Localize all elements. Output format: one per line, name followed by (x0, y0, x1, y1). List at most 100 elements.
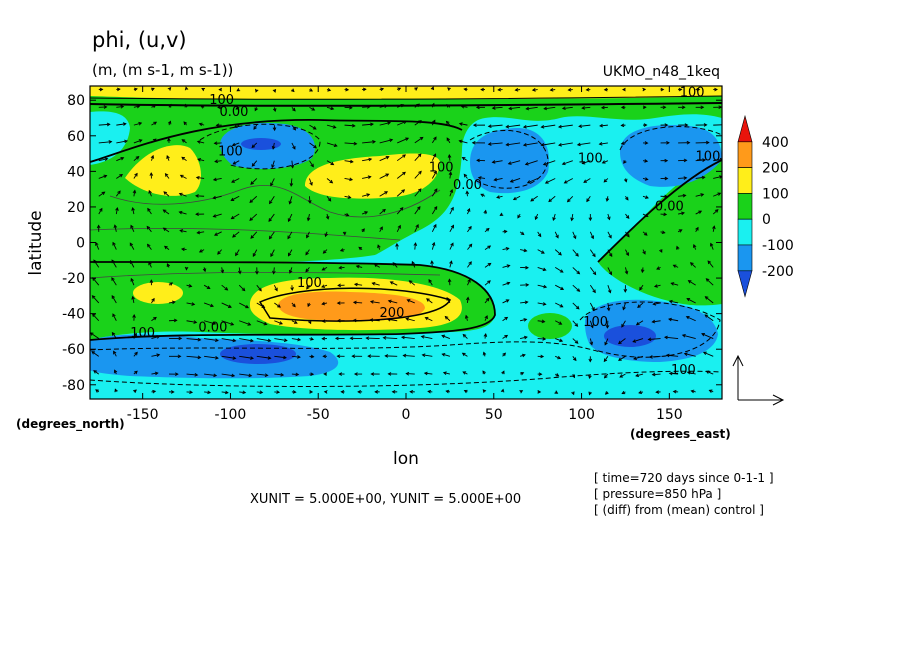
blob-yellow-sw (133, 282, 183, 304)
wind-vector-head (468, 225, 472, 230)
wind-vector (635, 373, 644, 377)
wind-vector (362, 106, 370, 108)
wind-vector-head (224, 286, 229, 291)
wind-vector (288, 249, 293, 256)
wind-vector (151, 138, 157, 144)
wind-vector-head (213, 373, 218, 378)
wind-vector-head (168, 103, 172, 108)
wind-vector-head (198, 122, 203, 127)
wind-vector-head (505, 124, 510, 129)
colorbar-segment (737, 114, 753, 143)
wind-vector-head (247, 322, 252, 326)
wind-vector (558, 142, 573, 146)
wind-vector-head (581, 161, 586, 165)
wind-vector-head (681, 211, 685, 216)
wind-vector (291, 338, 301, 341)
wind-vector-head (485, 297, 490, 302)
wind-vector (249, 195, 258, 203)
wind-vector (379, 139, 393, 144)
wind-vector-head (487, 124, 492, 128)
wind-vector-head (349, 177, 354, 182)
wind-vector-head (543, 106, 548, 111)
wind-vector (562, 106, 573, 109)
colorbar-segment (737, 218, 753, 246)
wind-vector-head (559, 269, 564, 273)
wind-vector (221, 373, 235, 377)
wind-vector-head (598, 141, 603, 146)
wind-vector-head (149, 279, 154, 284)
wind-vector (238, 267, 241, 274)
wind-vector-head (384, 191, 389, 195)
wind-vector-head (525, 106, 530, 111)
wind-vector-head (507, 161, 512, 165)
y-axis-title: latitude (26, 210, 46, 275)
y-tick-label: -80 (62, 378, 85, 394)
wind-vector (92, 295, 100, 304)
wind-vector-head (465, 296, 470, 301)
wind-vector (221, 284, 228, 291)
wind-vector-head (408, 280, 413, 284)
wind-vector-head (327, 88, 332, 92)
wind-vector (379, 191, 388, 197)
wind-vector-head (624, 270, 629, 275)
wind-vector-head (664, 176, 669, 181)
wind-vector-head (96, 224, 101, 229)
wind-vector-head (583, 179, 588, 183)
y-tick-label: 40 (67, 164, 85, 180)
wind-vector-head (541, 250, 545, 254)
wind-vector-head (719, 157, 722, 162)
wind-vector-head (449, 188, 454, 193)
wind-vector (397, 104, 404, 108)
wind-vector-head (129, 242, 134, 247)
wind-vector-head (250, 338, 254, 343)
wind-vector-head (552, 217, 556, 221)
wind-vector (572, 267, 580, 275)
wind-vector (431, 188, 438, 197)
wind-vector-head (555, 234, 559, 239)
wind-vector-head (133, 332, 137, 337)
vector-scale-text: XUNIT = 5.000E+00, YUNIT = 5.000E+00 (250, 492, 521, 507)
wind-vector-head (217, 251, 221, 255)
wind-vector-head (588, 391, 592, 396)
wind-vector-head (323, 372, 327, 376)
wind-vector-head (361, 228, 365, 233)
wind-vector-head (402, 154, 407, 158)
wind-vector (431, 206, 438, 215)
wind-vector-head (120, 104, 125, 109)
wind-vector-head (647, 337, 652, 342)
wind-vector (607, 267, 612, 275)
wind-vector-head (509, 179, 514, 183)
wind-vector (607, 285, 611, 293)
wind-vector-head (152, 138, 157, 143)
wind-vector-head (558, 321, 563, 325)
wind-vector-head (471, 141, 476, 145)
wind-vector-head (322, 354, 327, 359)
wind-vector-head (276, 390, 281, 394)
wind-vector-head (212, 321, 217, 325)
wind-vector-head (477, 176, 482, 180)
wind-vector-head (370, 372, 375, 376)
wind-vector (409, 280, 416, 286)
wind-vector-head (575, 253, 579, 257)
wind-vector-head (431, 241, 436, 246)
wind-vector-head (544, 180, 549, 184)
wind-vector-head (652, 302, 657, 306)
wind-vector-head (581, 106, 586, 110)
wind-vector-head (530, 198, 535, 202)
wind-vector-head (151, 297, 155, 302)
wind-vector-head (651, 319, 656, 324)
wind-vector (168, 301, 175, 304)
wind-vector-head (290, 164, 295, 169)
wind-vector (256, 284, 262, 292)
x-unit-label: (degrees_east) (630, 427, 731, 442)
wind-vector-head (248, 373, 253, 378)
wind-vector-head (666, 140, 670, 145)
wind-vector-head (424, 316, 429, 321)
wind-vector (459, 123, 468, 126)
wind-vector-head (447, 87, 451, 91)
wind-vector-head (570, 217, 574, 222)
wind-vector-head (588, 217, 593, 222)
wind-vector (695, 159, 706, 162)
wind-vector-head (468, 261, 472, 265)
wind-vector-head (487, 245, 492, 249)
